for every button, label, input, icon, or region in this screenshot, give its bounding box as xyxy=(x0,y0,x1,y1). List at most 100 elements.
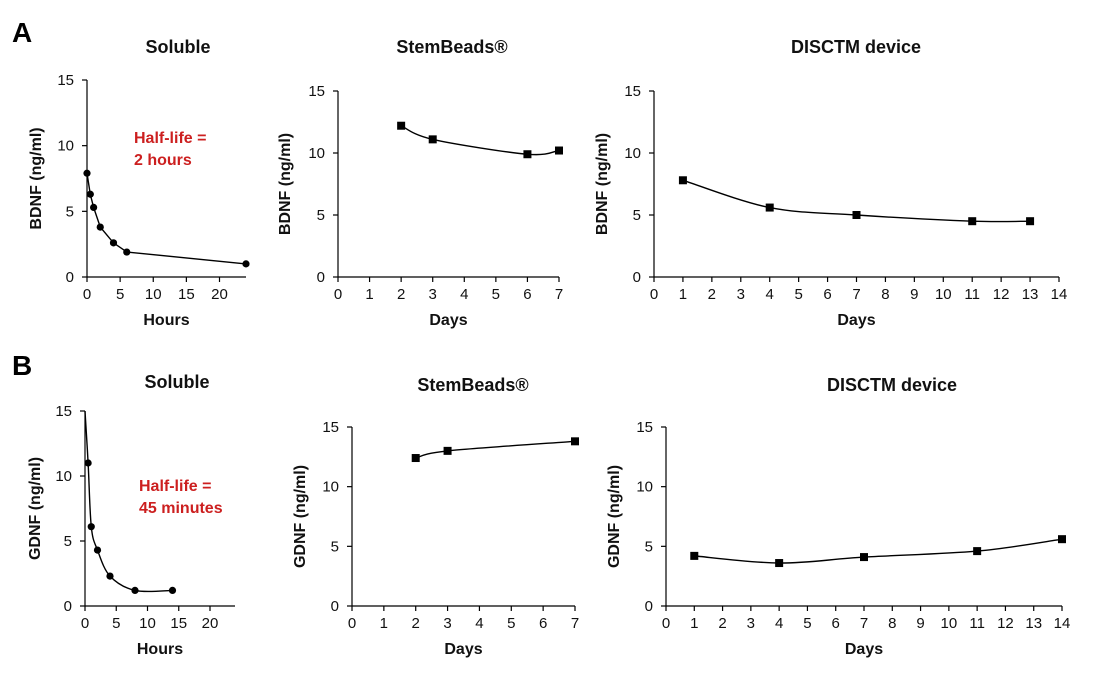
series-line xyxy=(415,440,576,459)
series-line xyxy=(694,538,1063,564)
x-tick-label: 5 xyxy=(794,286,802,303)
x-tick-label: 2 xyxy=(718,615,726,632)
data-point xyxy=(84,459,92,467)
chart-title: StemBeads® xyxy=(396,37,507,57)
data-point xyxy=(93,546,102,554)
data-point xyxy=(428,135,437,144)
data-point xyxy=(1026,217,1035,226)
panel-letter-a: A xyxy=(12,17,32,48)
chart-title: Soluble xyxy=(144,372,209,392)
x-axis-label: Hours xyxy=(143,312,189,329)
y-axis-label: GDNF (ng/ml) xyxy=(292,465,309,568)
x-tick-label: 0 xyxy=(650,286,658,303)
x-tick-label: 15 xyxy=(170,615,187,632)
y-axis-label: BDNF (ng/ml) xyxy=(277,133,294,235)
chart-1: Soluble 0 5 10 15 0 5 10 15 20 Hours BDNF (ng/ml) Ha… xyxy=(28,37,250,329)
x-tick-label: 7 xyxy=(852,286,860,303)
data-point xyxy=(411,454,420,463)
data-point xyxy=(106,572,114,580)
y-tick-label: 15 xyxy=(624,83,641,100)
x-tick-label: 13 xyxy=(1025,615,1042,632)
x-tick-label: 7 xyxy=(571,615,579,632)
chart-title: DISCTM device xyxy=(791,37,921,57)
x-axis-label: Days xyxy=(429,312,467,329)
x-tick-label: 4 xyxy=(775,615,783,632)
data-point xyxy=(775,559,784,568)
data-point xyxy=(523,150,532,159)
x-tick-label: 7 xyxy=(860,615,868,632)
y-tick-label: 15 xyxy=(55,403,72,420)
half-life-annotation: 2 hours xyxy=(134,152,192,169)
data-point xyxy=(860,553,868,562)
x-tick-label: 5 xyxy=(112,615,120,632)
data-point xyxy=(168,586,177,595)
half-life-annotation: Half-life = xyxy=(134,130,206,147)
x-tick-label: 1 xyxy=(380,615,388,632)
x-axis-label: Days xyxy=(444,641,482,658)
chart-4: Soluble 0 5 10 15 0 5 10 15 20 Hours GDNF (ng/ml) Ha… xyxy=(27,372,235,658)
data-point xyxy=(87,523,95,531)
y-tick-label: 5 xyxy=(331,538,339,555)
x-tick-label: 9 xyxy=(916,615,924,632)
y-tick-label: 10 xyxy=(308,145,325,162)
x-tick-label: 20 xyxy=(211,286,228,303)
x-tick-label: 13 xyxy=(1022,286,1039,303)
chart-title: DISCTM device xyxy=(827,375,957,395)
y-tick-label: 10 xyxy=(636,479,653,496)
data-point xyxy=(1058,535,1066,544)
panel-letter-b: B xyxy=(12,350,32,381)
x-tick-label: 9 xyxy=(910,286,918,303)
x-tick-label: 6 xyxy=(523,286,531,303)
x-tick-label: 0 xyxy=(334,286,342,303)
y-tick-label: 0 xyxy=(633,269,641,286)
y-tick-label: 5 xyxy=(645,538,653,555)
data-point xyxy=(571,437,579,446)
x-tick-label: 10 xyxy=(935,286,952,303)
data-point xyxy=(123,248,131,256)
y-tick-label: 0 xyxy=(331,598,339,615)
x-tick-label: 12 xyxy=(993,286,1010,303)
chart-5: StemBeads® 0 5 10 15 0 1 2 3 4 5 6 7 Days GDNF (ng/ml) xyxy=(292,375,579,658)
x-tick-label: 0 xyxy=(83,286,91,303)
y-axis-label: BDNF (ng/ml) xyxy=(28,127,45,229)
y-tick-label: 5 xyxy=(66,203,74,220)
y-tick-label: 0 xyxy=(64,598,72,615)
y-tick-label: 0 xyxy=(317,269,325,286)
data-point xyxy=(397,121,406,130)
x-tick-label: 10 xyxy=(139,615,156,632)
chart-title: StemBeads® xyxy=(417,375,528,395)
y-axis-label: GDNF (ng/ml) xyxy=(606,465,623,568)
x-tick-label: 12 xyxy=(997,615,1014,632)
x-tick-label: 6 xyxy=(539,615,547,632)
x-tick-label: 5 xyxy=(116,286,124,303)
data-point xyxy=(973,547,982,556)
data-point xyxy=(852,211,861,219)
y-tick-label: 10 xyxy=(57,138,74,155)
x-axis-label: Days xyxy=(845,641,883,658)
data-point xyxy=(131,586,139,595)
x-tick-label: 0 xyxy=(348,615,356,632)
y-tick-label: 5 xyxy=(317,207,325,224)
data-point xyxy=(90,203,98,211)
chart-title: Soluble xyxy=(145,37,210,57)
y-tick-label: 15 xyxy=(308,83,325,100)
y-tick-label: 0 xyxy=(645,598,653,615)
x-tick-label: 1 xyxy=(690,615,698,632)
series-line xyxy=(86,173,247,265)
x-tick-label: 11 xyxy=(969,615,985,632)
x-tick-label: 2 xyxy=(397,286,405,303)
x-tick-label: 3 xyxy=(443,615,451,632)
y-tick-label: 15 xyxy=(57,72,74,89)
x-tick-label: 20 xyxy=(202,615,219,632)
data-point xyxy=(690,551,699,560)
x-tick-label: 14 xyxy=(1054,615,1071,632)
x-tick-label: 4 xyxy=(460,286,468,303)
x-tick-label: 8 xyxy=(888,615,896,632)
data-point xyxy=(109,239,118,247)
x-tick-label: 3 xyxy=(747,615,755,632)
x-tick-label: 5 xyxy=(803,615,811,632)
x-tick-label: 15 xyxy=(178,286,195,303)
